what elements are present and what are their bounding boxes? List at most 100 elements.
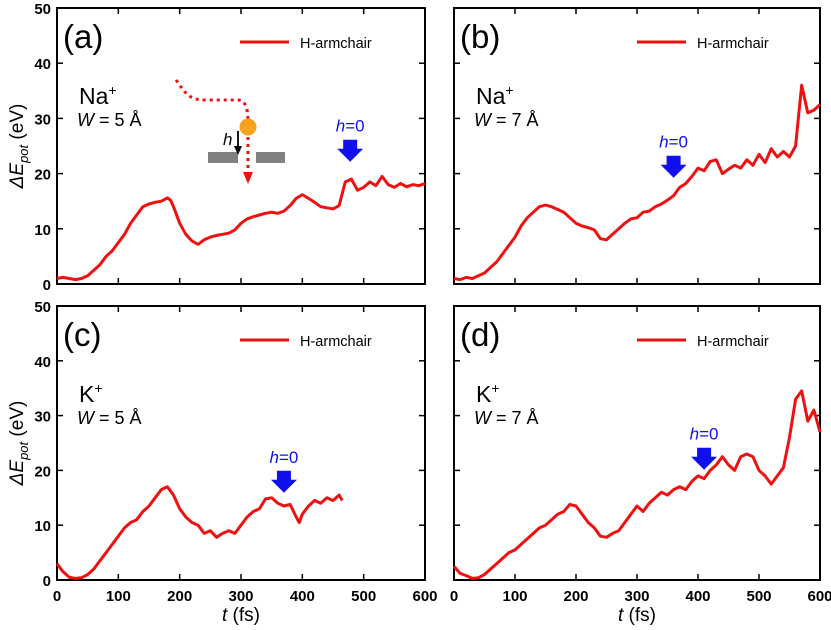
y-axis-unit: (eV) (7, 401, 28, 442)
membrane-left (208, 152, 238, 163)
y-tick-label: 20 (34, 463, 51, 480)
y-tick-label: 40 (34, 56, 51, 73)
panel-label: (d) (460, 316, 500, 353)
h-var: h (270, 448, 279, 467)
x-tick-label: 600 (807, 588, 831, 605)
y-tick-label: 50 (34, 299, 51, 316)
h-eq: =0 (669, 133, 688, 152)
h-eq: =0 (279, 448, 298, 467)
panel-label: (b) (460, 18, 500, 55)
width-label: W = 7 Å (474, 110, 539, 130)
panel-label: (a) (63, 18, 103, 55)
panel-c: 0 100 200 300 400 500 600 0 10 20 30 40 50 (c) H-armch… (7, 299, 438, 626)
width-var: W (77, 110, 96, 130)
y-tick-label: 10 (34, 222, 51, 239)
ion-base: K (476, 381, 492, 407)
x-axis-title: t (fs) (222, 605, 260, 626)
trajectory-path (174, 79, 250, 180)
legend-label: H-armchair (697, 36, 769, 52)
y-axis-sub: pot (16, 440, 31, 460)
ion-label: K+ (79, 380, 103, 407)
x-axis-title: t (fs) (618, 605, 656, 626)
width-value: = 7 Å (491, 408, 539, 428)
width-var: W (77, 408, 96, 428)
x-axis-var: t (618, 605, 624, 626)
y-tick-label: 30 (34, 111, 51, 128)
h-zero-annotation: h=0 (659, 133, 688, 152)
x-axis-unit: (fs) (227, 605, 260, 626)
x-tick-label: 200 (167, 588, 192, 605)
h-var: h (336, 117, 345, 136)
y-tick-label: 50 (34, 1, 51, 18)
x-tick-label: 300 (228, 588, 253, 605)
h-zero-annotation: h=0 (690, 425, 719, 444)
ion-charge: + (505, 82, 513, 98)
y-tick-label: 0 (43, 573, 51, 590)
series-line (56, 174, 426, 282)
legend-label: H-armchair (697, 334, 769, 350)
h-zero-arrow-icon (660, 155, 687, 178)
y-axis-title: ΔEpot (eV) (7, 104, 31, 190)
ion-charge: + (94, 380, 102, 396)
x-tick-label: 400 (685, 588, 710, 605)
x-axis-var: t (222, 605, 228, 626)
ion-label: Na+ (79, 82, 117, 109)
width-var: W (474, 110, 493, 130)
y-tick-label: 10 (34, 518, 51, 535)
y-axis-var: ΔE (7, 460, 28, 487)
y-tick-label: 20 (34, 167, 51, 184)
x-tick-label: 200 (563, 588, 588, 605)
ion-icon (239, 118, 257, 136)
h-eq: =0 (699, 425, 718, 444)
width-value: = 5 Å (94, 110, 142, 130)
ion-charge: + (108, 82, 116, 98)
h-zero-arrow-icon (270, 470, 297, 493)
ion-base: Na (476, 83, 506, 109)
y-tick-label: 40 (34, 354, 51, 371)
panel-label: (c) (63, 316, 101, 353)
h-zero-annotation: h=0 (336, 117, 365, 136)
width-label: W = 5 Å (77, 408, 142, 428)
ion-base: Na (79, 83, 109, 109)
legend-label: H-armchair (300, 334, 372, 350)
series-line (452, 389, 822, 580)
y-axis-var: ΔE (7, 163, 28, 190)
ion-label: Na+ (476, 82, 514, 109)
h-zero-arrow-icon (337, 139, 364, 162)
h-var: h (690, 425, 699, 444)
trajectory-arrow-icon (243, 172, 253, 184)
series-line (55, 485, 344, 580)
h-zero-annotation: h=0 (270, 448, 299, 467)
x-tick-label: 100 (106, 588, 131, 605)
y-axis-title: ΔEpot (eV) (7, 401, 31, 487)
y-tick-label: 30 (34, 409, 51, 426)
h-zero-arrow-icon (691, 447, 718, 470)
x-axis-unit: (fs) (623, 605, 656, 626)
y-axis-unit: (eV) (7, 104, 28, 145)
x-tick-label: 400 (290, 588, 315, 605)
width-value: = 7 Å (491, 110, 539, 130)
x-tick-label: 0 (450, 588, 458, 605)
legend-label: H-armchair (300, 36, 372, 52)
width-var: W (474, 408, 493, 428)
width-value: = 5 Å (94, 408, 142, 428)
membrane-right (256, 152, 285, 163)
inset-h-label: h (223, 130, 232, 149)
width-label: W = 5 Å (77, 110, 142, 130)
series-line (453, 83, 822, 282)
x-tick-label: 100 (502, 588, 527, 605)
width-label: W = 7 Å (474, 408, 539, 428)
h-var: h (659, 133, 668, 152)
ion-charge: + (491, 380, 499, 396)
x-tick-label: 500 (351, 588, 376, 605)
ion-base: K (79, 381, 95, 407)
x-tick-label: 300 (624, 588, 649, 605)
x-tick-label: 600 (412, 588, 437, 605)
ion-label: K+ (476, 380, 500, 407)
x-tick-label: 500 (746, 588, 771, 605)
h-eq: =0 (345, 117, 364, 136)
